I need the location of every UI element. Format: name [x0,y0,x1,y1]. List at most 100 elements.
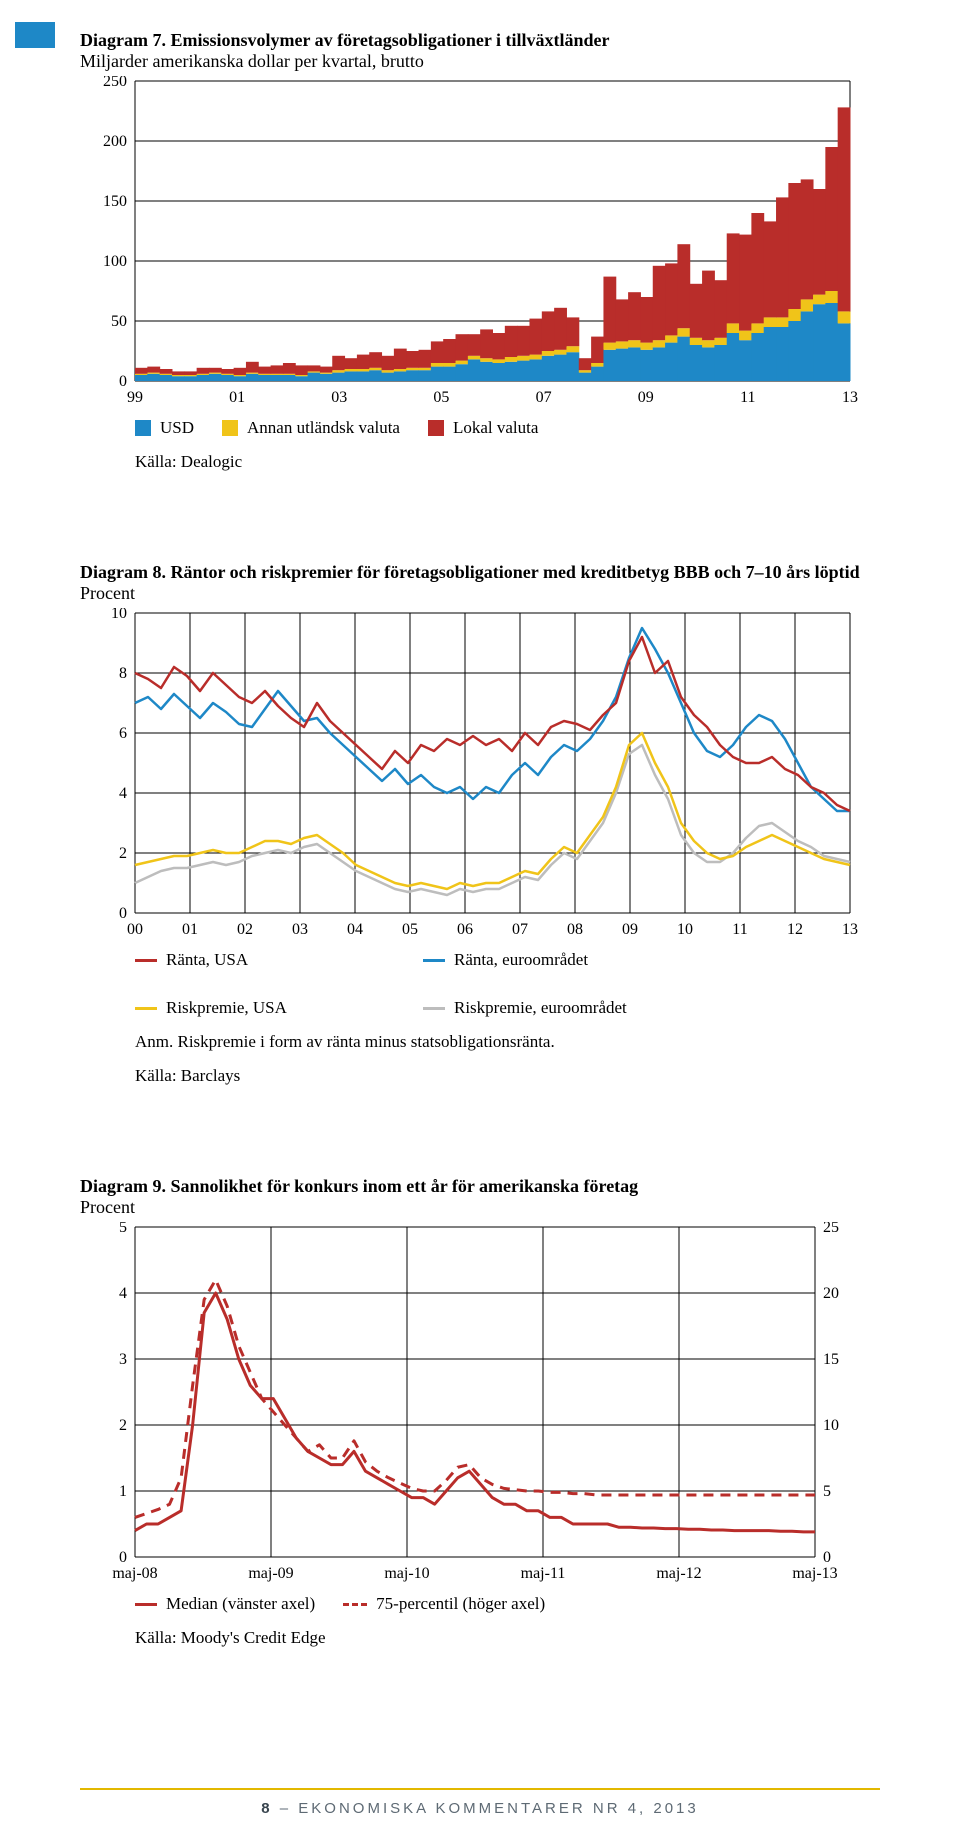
legend-label: Ränta, euroområdet [454,950,588,970]
chart7-legend: USD Annan utländsk valuta Lokal valuta [135,418,880,438]
svg-text:4: 4 [119,1285,127,1302]
svg-text:250: 250 [103,76,127,90]
svg-text:0: 0 [119,1549,127,1566]
footer-text: 8 – EKONOMISKA KOMMENTARER NR 4, 2013 [80,1800,880,1817]
svg-text:07: 07 [512,921,528,938]
legend-item: Ränta, euroområdet [423,950,683,970]
svg-text:150: 150 [103,193,127,210]
svg-text:3: 3 [119,1351,127,1368]
chart7-source: Källa: Dealogic [135,452,880,472]
svg-text:13: 13 [842,921,858,938]
svg-text:09: 09 [622,921,638,938]
legend-label: Lokal valuta [453,418,538,438]
svg-text:10: 10 [823,1417,839,1434]
legend-label: Riskpremie, euroområdet [454,998,627,1018]
svg-text:0: 0 [119,373,127,390]
svg-text:05: 05 [402,921,418,938]
svg-text:2: 2 [119,845,127,862]
svg-text:25: 25 [823,1222,839,1236]
legend-swatch [343,1603,367,1606]
chart8-title: Diagram 8. Räntor och riskpremier för fö… [80,562,880,583]
svg-text:maj-11: maj-11 [521,1565,566,1582]
footer-publication: EKONOMISKA KOMMENTARER NR 4, 2013 [298,1800,698,1817]
legend-swatch [222,420,238,436]
chart8-plot: 02468100001020304050607080910111213 [80,608,860,938]
chart9-source: Källa: Moody's Credit Edge [135,1628,880,1648]
svg-text:13: 13 [842,389,858,406]
legend-item: USD [135,418,194,438]
svg-text:03: 03 [292,921,308,938]
svg-text:20: 20 [823,1285,839,1302]
svg-text:00: 00 [127,921,143,938]
svg-text:maj-12: maj-12 [656,1565,701,1582]
chart9-plot: 0015210315420525maj-08maj-09maj-10maj-11… [80,1222,860,1582]
svg-text:5: 5 [119,1222,127,1236]
svg-text:100: 100 [103,253,127,270]
svg-text:0: 0 [119,905,127,922]
svg-text:maj-10: maj-10 [384,1565,429,1582]
svg-text:10: 10 [677,921,693,938]
svg-text:1: 1 [119,1483,127,1500]
svg-text:maj-09: maj-09 [248,1565,293,1582]
legend-item: Annan utländsk valuta [222,418,400,438]
svg-text:05: 05 [433,389,449,406]
legend-item: Ränta, USA [135,950,395,970]
chart8-legend: Ränta, USA Ränta, euroområdet Riskpremie, … [135,950,735,1018]
svg-text:04: 04 [347,921,363,938]
chart8-note: Anm. Riskpremie i form av ränta minus st… [135,1032,880,1052]
chart-8: Diagram 8. Räntor och riskpremier för fö… [80,562,880,1086]
svg-text:50: 50 [111,313,127,330]
legend-swatch [135,1007,157,1010]
svg-text:02: 02 [237,921,253,938]
side-marker [15,22,55,48]
svg-text:01: 01 [182,921,198,938]
chart7-plot: 0501001502002509901030507091113 [80,76,860,406]
chart7-title: Diagram 7. Emissionsvolymer av företagso… [80,30,880,51]
chart7-subtitle: Miljarder amerikanska dollar per kvartal… [80,51,880,72]
page-footer: 8 – EKONOMISKA KOMMENTARER NR 4, 2013 [0,1788,960,1847]
svg-text:12: 12 [787,921,803,938]
svg-text:5: 5 [823,1483,831,1500]
legend-swatch [135,1603,157,1606]
legend-swatch [135,959,157,962]
svg-text:maj-13: maj-13 [792,1565,837,1582]
svg-text:01: 01 [229,389,245,406]
chart8-subtitle: Procent [80,583,880,604]
svg-text:15: 15 [823,1351,839,1368]
svg-text:maj-08: maj-08 [112,1565,157,1582]
footer-rule [80,1788,880,1790]
legend-item: Lokal valuta [428,418,538,438]
svg-text:6: 6 [119,725,127,742]
legend-label: Ränta, USA [166,950,248,970]
svg-text:200: 200 [103,133,127,150]
legend-label: Median (vänster axel) [166,1594,315,1614]
chart9-title: Diagram 9. Sannolikhet för konkurs inom … [80,1176,880,1197]
chart-9: Diagram 9. Sannolikhet för konkurs inom … [80,1176,880,1648]
footer-page-number: 8 [261,1800,272,1817]
legend-swatch [423,959,445,962]
legend-swatch [428,420,444,436]
svg-text:99: 99 [127,389,143,406]
svg-text:03: 03 [331,389,347,406]
svg-text:08: 08 [567,921,583,938]
svg-text:4: 4 [119,785,127,802]
svg-text:2: 2 [119,1417,127,1434]
chart8-source: Källa: Barclays [135,1066,880,1086]
svg-text:8: 8 [119,665,127,682]
legend-item: Riskpremie, euroområdet [423,998,683,1018]
svg-text:11: 11 [740,389,755,406]
svg-text:0: 0 [823,1549,831,1566]
svg-text:10: 10 [111,608,127,622]
chart-7: Diagram 7. Emissionsvolymer av företagso… [80,30,880,472]
legend-item: Riskpremie, USA [135,998,395,1018]
legend-label: USD [160,418,194,438]
svg-text:06: 06 [457,921,473,938]
legend-label: 75-percentil (höger axel) [376,1594,545,1614]
svg-text:11: 11 [732,921,747,938]
chart9-legend: Median (vänster axel) 75-percentil (höger… [135,1594,880,1614]
legend-label: Riskpremie, USA [166,998,287,1018]
chart9-subtitle: Procent [80,1197,880,1218]
legend-swatch [135,420,151,436]
svg-text:07: 07 [536,389,552,406]
legend-item: 75-percentil (höger axel) [343,1594,545,1614]
